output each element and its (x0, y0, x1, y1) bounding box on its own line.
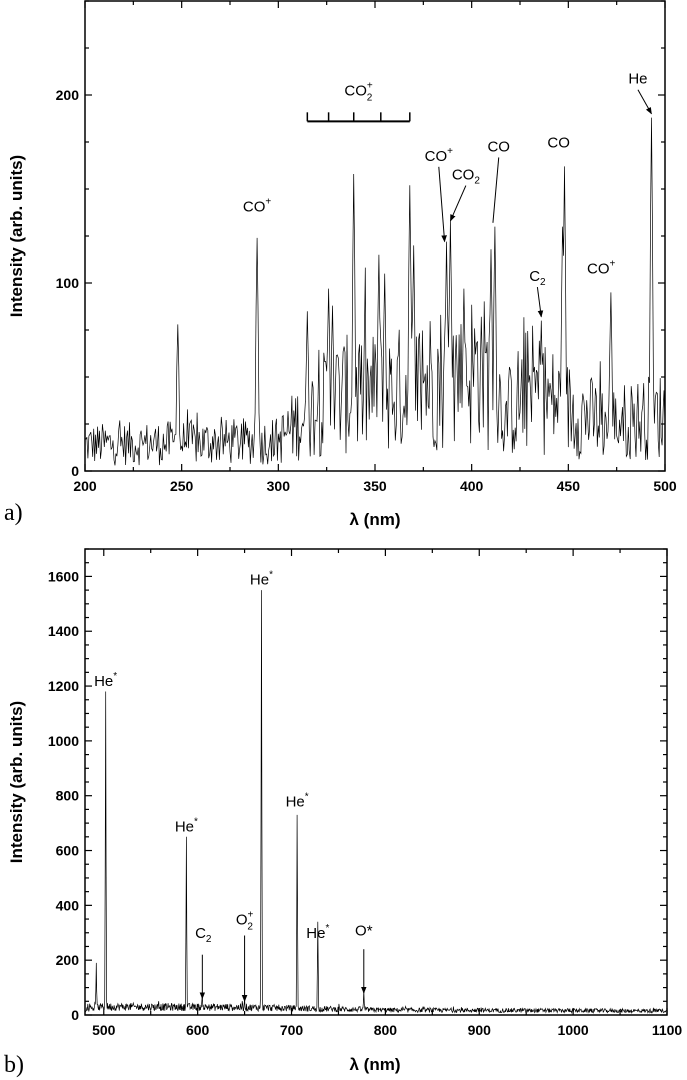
peak-annotation: CO (487, 138, 510, 155)
peak-annotation: CO+ (425, 146, 454, 165)
x-tick-label: 500 (653, 478, 677, 494)
peak-annotation: He* (250, 570, 273, 589)
x-tick-label: 900 (468, 1022, 492, 1038)
annotation-arrow (637, 89, 652, 115)
x-axis-label: λ (nm) (350, 1055, 401, 1074)
peak-annotation: He (628, 71, 647, 88)
spectrum-line (85, 590, 667, 1014)
y-tick-label: 800 (56, 788, 80, 804)
peak-annotation: C2 (195, 925, 212, 945)
x-tick-label: 700 (280, 1022, 304, 1038)
panel-b: 500 600 700 800 900 1000 1100 0 200 400 600 800 1000… (4, 548, 683, 1078)
x-tick-label: 1000 (558, 1022, 589, 1038)
annotation-line (492, 157, 500, 223)
y-tick-label: 200 (56, 952, 80, 968)
y-axis-label: Intensity (arb. units) (7, 155, 26, 317)
x-tick-label: 250 (170, 478, 194, 494)
y-tick-label: 1600 (48, 568, 79, 584)
y-tick-label: 0 (71, 463, 79, 479)
x-tick-label: 500 (92, 1022, 116, 1038)
x-axis-label: λ (nm) (350, 510, 401, 529)
peak-annotation: CO2 (452, 167, 481, 187)
y-tick-label: 1000 (48, 733, 79, 749)
plot-frame (84, 0, 666, 472)
y-tick-label: 1200 (48, 678, 79, 694)
y-tick-label: 400 (56, 897, 80, 913)
annotation-arrow (536, 287, 544, 318)
peak-annotation: He* (94, 671, 117, 690)
plot-frame (84, 548, 668, 1016)
panel-a: 200 250 300 350 400 450 500 0 100 200 Intensity (a… (4, 0, 677, 529)
x-tick-label: 200 (73, 478, 97, 494)
annotation-arrow (438, 166, 447, 243)
y-tick-label: 200 (56, 87, 80, 103)
annotation-arrow (449, 185, 467, 222)
y-tick-label: 600 (56, 843, 80, 859)
panel-label: a) (4, 500, 23, 526)
spectrum-line (85, 117, 665, 466)
y-tick-label: 100 (56, 275, 80, 291)
x-tick-label: 350 (363, 478, 387, 494)
peak-annotation: C2 (529, 268, 546, 288)
peak-annotation: He* (306, 923, 329, 942)
peak-annotation: O* (355, 923, 373, 940)
x-tick-label: 600 (186, 1022, 210, 1038)
peak-annotation: He* (175, 816, 198, 835)
peak-annotation: O+ 2 (236, 910, 254, 933)
peak-annotation: CO+ (243, 197, 272, 216)
band-label: CO+ 2 (344, 80, 373, 103)
peak-annotation: CO (547, 135, 570, 152)
y-axis-label: Intensity (arb. units) (7, 701, 26, 863)
panel-label: b) (4, 1052, 24, 1078)
peak-annotation: He* (286, 792, 309, 811)
x-tick-label: 450 (557, 478, 581, 494)
x-tick-label: 1100 (652, 1022, 683, 1038)
y-tick-label: 1400 (48, 623, 79, 639)
x-tick-label: 800 (374, 1022, 398, 1038)
x-tick-label: 300 (267, 478, 291, 494)
peak-annotation: CO+ (587, 259, 616, 278)
y-tick-label: 0 (71, 1007, 79, 1023)
x-tick-label: 400 (460, 478, 484, 494)
